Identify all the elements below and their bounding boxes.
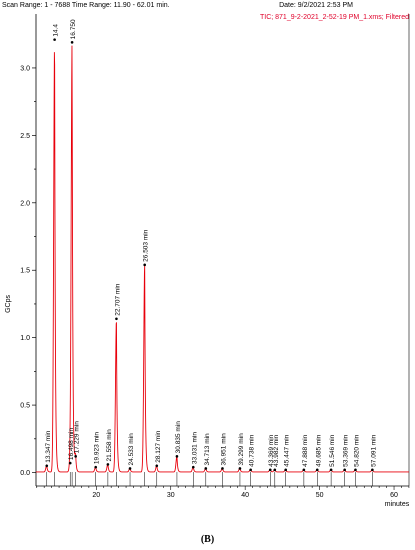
peak-marker — [238, 467, 242, 470]
peak-marker — [45, 464, 49, 468]
y-tick-label: 0.0 — [20, 470, 30, 477]
y-tick-label: 1.0 — [20, 335, 30, 342]
peak-label: 33.031 min — [191, 432, 198, 465]
peak-labels: 13.347 min 14.4 16.498 min 16.750 17.229 min… — [45, 19, 377, 486]
peak-label: 14.4 — [53, 24, 60, 37]
figure-caption: (B) — [200, 534, 215, 545]
peak-label: 22.707 min — [114, 283, 121, 316]
peak-label: 28.127 min — [155, 430, 162, 463]
peak-label: 45.447 min — [284, 434, 291, 467]
y-tick-label: 1.5 — [20, 268, 30, 275]
peak-label: 21.558 min — [106, 429, 113, 462]
peak-label: 47.888 min — [302, 434, 309, 467]
peak-marker — [249, 468, 252, 472]
y-tick-label: 2.0 — [20, 200, 30, 207]
peak-label: 53.369 min — [343, 434, 350, 467]
peak-marker — [315, 468, 319, 472]
peak-marker — [273, 468, 277, 472]
peak-marker — [53, 38, 56, 41]
peak-label: 13.347 min — [45, 430, 52, 463]
x-tick-label: 40 — [241, 492, 249, 499]
peak-label: 30.835 min — [175, 421, 182, 454]
peak-label: 51.546 min — [329, 434, 336, 467]
tic-file-label: TIC; 871_9-2-2021_2-52-19 PM_1.xms; Filt… — [259, 14, 409, 21]
peak-marker — [371, 468, 374, 472]
peak-marker — [94, 465, 98, 469]
peak-label: 26.503 min — [143, 229, 150, 262]
peak-label: 16.498 min — [68, 428, 75, 461]
peak-marker — [191, 465, 195, 469]
peak-marker — [204, 467, 208, 470]
tic-trace — [36, 45, 409, 473]
y-tick-label: 2.5 — [20, 133, 30, 140]
peak-label: 54.820 min — [353, 434, 360, 467]
x-tick-label: 50 — [316, 492, 324, 499]
peak-marker — [284, 468, 288, 472]
x-axis-label: minutes — [385, 501, 410, 508]
chart-axes: 0.0 0.5 1.0 1.5 2.0 2.5 3.0 GCps 20 30 40 50 60 minut… — [5, 14, 410, 508]
peak-marker — [128, 467, 132, 470]
peak-marker — [343, 468, 346, 472]
peak-label: 17.229 min — [74, 421, 81, 454]
peak-marker — [302, 468, 306, 472]
peak-marker — [268, 468, 272, 472]
peak-label: 40.738 min — [249, 434, 256, 467]
y-axis-label: GCps — [5, 295, 12, 313]
peak-label: 36.951 min — [220, 433, 227, 466]
peak-label: 24.533 min — [128, 433, 135, 466]
peak-marker — [155, 464, 159, 468]
peak-marker — [175, 455, 179, 458]
peak-marker — [106, 463, 110, 466]
peak-label: 43.982 min — [273, 434, 280, 467]
x-tick-label: 60 — [390, 492, 398, 499]
peak-marker — [68, 461, 72, 465]
peak-label: 39.299 min — [238, 433, 245, 466]
scan-range-text: Scan Range: 1 - 7688 Time Range: 11.90 -… — [2, 2, 170, 9]
peak-marker — [115, 317, 118, 321]
peak-marker — [221, 467, 224, 470]
peak-marker — [329, 468, 333, 472]
peak-label: 19.923 min — [94, 432, 101, 465]
peak-label: 49.685 min — [315, 434, 322, 467]
y-tick-label: 0.5 — [20, 403, 30, 410]
peak-label: 57.091 min — [370, 434, 377, 467]
peak-marker — [70, 41, 74, 44]
peak-marker — [354, 468, 357, 472]
peak-marker — [74, 455, 77, 458]
peak-label: 34.713 min — [204, 433, 211, 466]
y-tick-label: 3.0 — [20, 65, 30, 72]
x-tick-label: 30 — [167, 492, 175, 499]
x-tick-label: 20 — [92, 492, 100, 499]
tic-trace-line — [36, 45, 409, 473]
date-text: Date: 9/2/2021 2:53 PM — [279, 2, 353, 9]
chart-header: Scan Range: 1 - 7688 Time Range: 11.90 -… — [0, 0, 415, 12]
peak-marker — [143, 263, 146, 267]
peak-label: 43.369 min — [268, 434, 275, 467]
peak-label: 16.750 — [70, 19, 77, 39]
